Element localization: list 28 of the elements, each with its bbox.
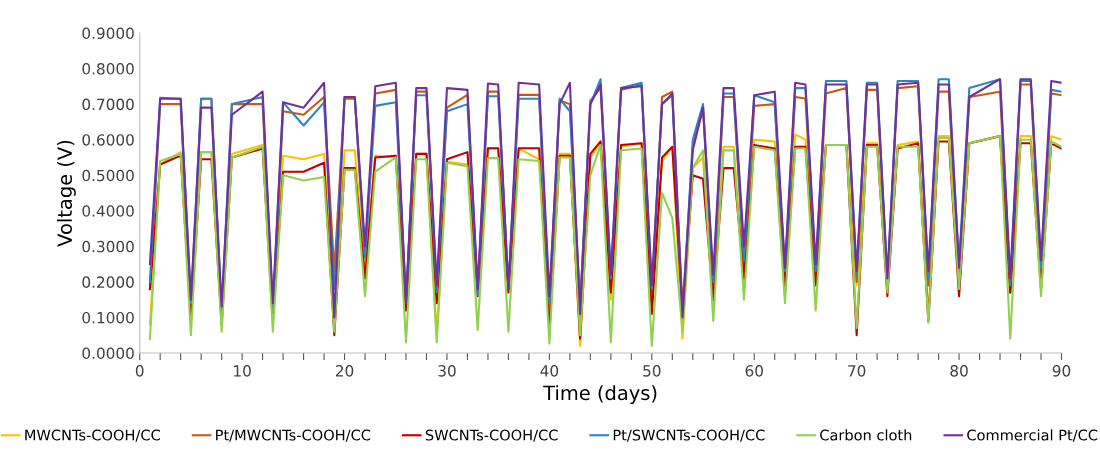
x-tick-label: 80 [950,365,968,377]
legend-label: Pt/SWCNTs-COOH/CC [613,429,765,442]
y-tick-label: 0.9000 [82,27,134,40]
x-tick-label: 30 [438,365,456,377]
y-tick-label: 0.1000 [82,311,134,324]
y-tick-label: 0.6000 [82,134,134,146]
x-tick-label: 50 [643,365,661,377]
x-tick-label: 60 [745,365,763,377]
legend-label: MWCNTs-COOH/CC [25,429,160,442]
y-tick-label: 0.0000 [82,347,134,360]
x-tick-label: 90 [1052,365,1071,377]
y-tick-label: 0.5000 [82,169,134,182]
legend-label: Commercial Pt/CC [967,429,1098,442]
x-tick-label: 10 [234,365,251,377]
y-tick-label: 0.8000 [82,63,134,75]
legend-label: SWCNTs-COOH/CC [425,429,558,442]
x-tick-label: 70 [848,365,866,377]
legend-label: Pt/MWCNTs-COOH/CC [216,429,371,442]
x-tick-label: 40 [540,365,559,377]
x-tick-label: 0 [135,365,144,377]
y-tick-label: 0.3000 [82,240,134,253]
y-axis-title: Voltage (V) [57,140,76,247]
x-tick-label: 20 [335,365,354,377]
legend-label: Carbon cloth [820,429,912,441]
y-tick-label: 0.2000 [82,276,134,288]
y-tick-label: 0.4000 [82,205,134,217]
y-tick-label: 0.7000 [82,98,134,111]
x-axis-title: Time (days) [543,385,657,404]
